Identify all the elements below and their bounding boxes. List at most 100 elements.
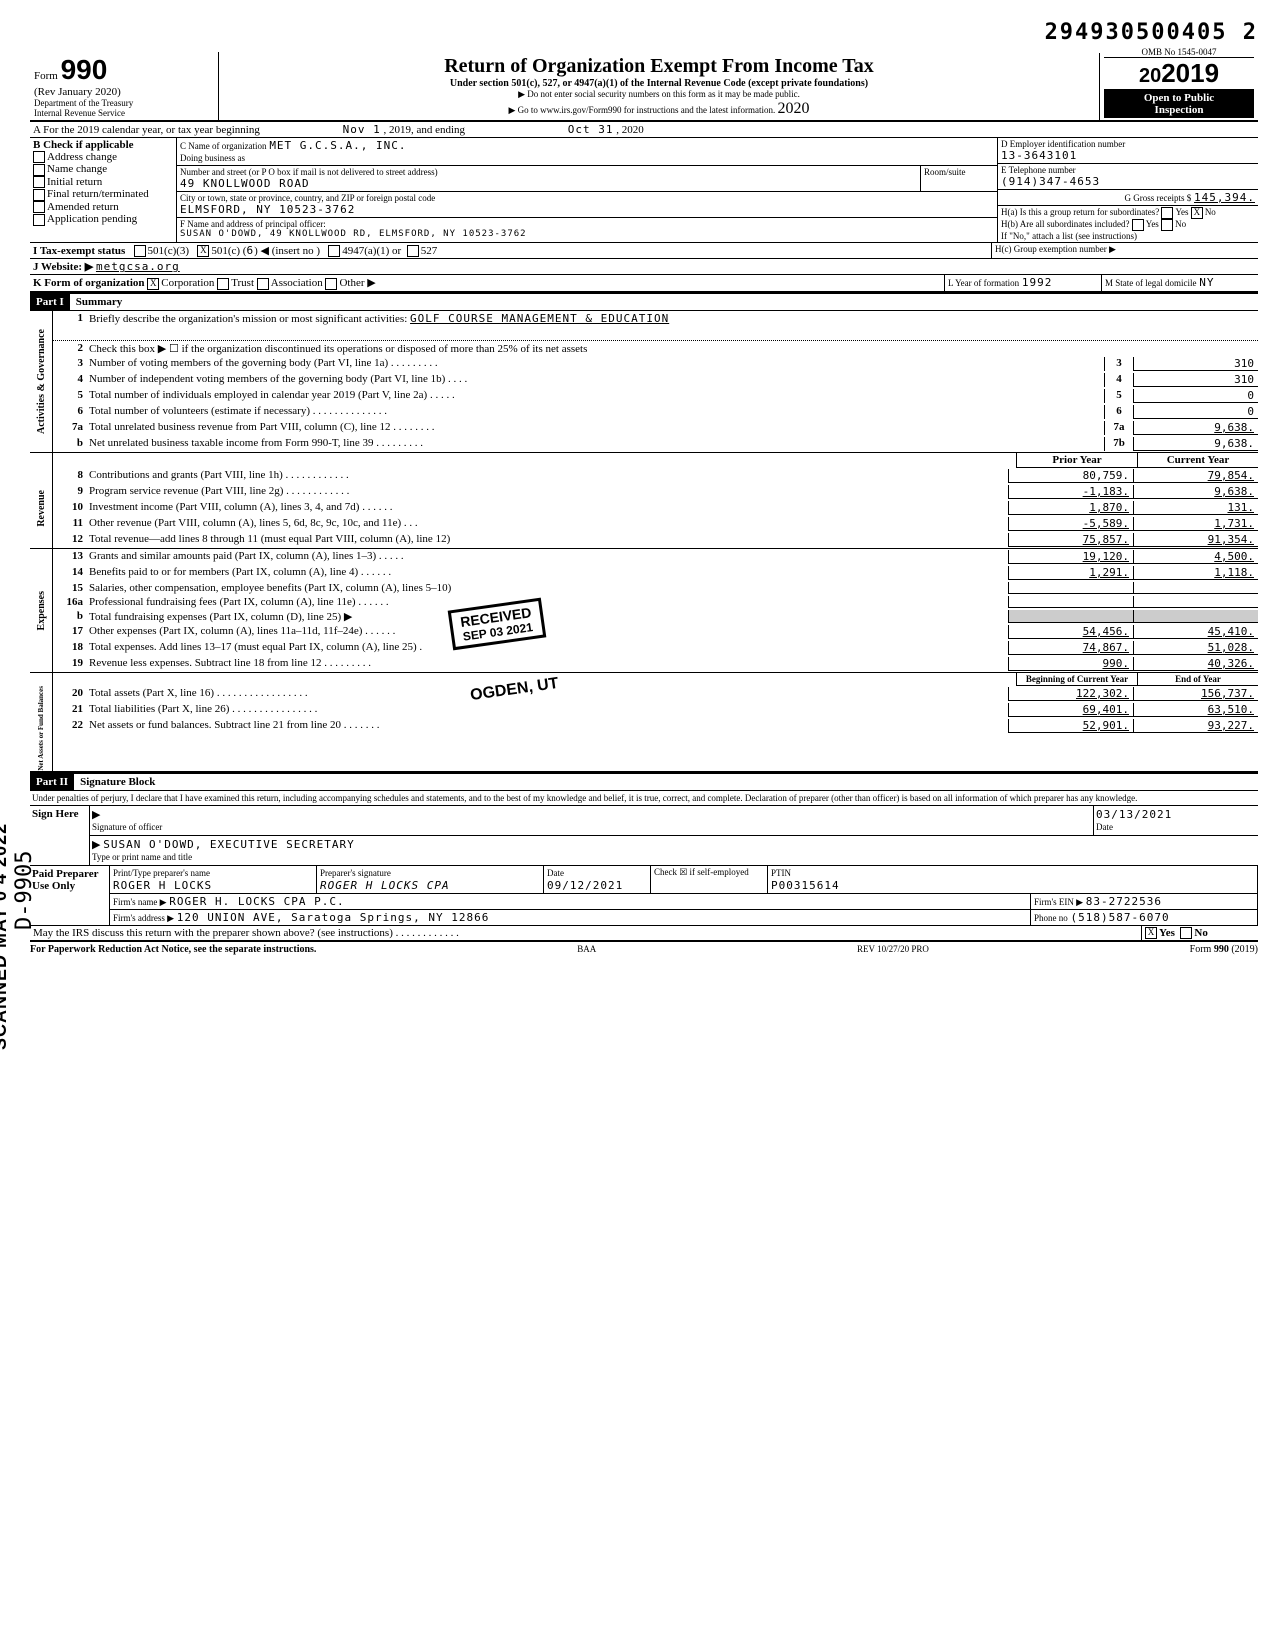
self-employed-check: Check ☒ if self-employed xyxy=(651,866,768,893)
l10-curr: 131. xyxy=(1133,501,1258,515)
l22-end: 93,227. xyxy=(1133,719,1258,733)
hb-label: H(b) Are all subordinates included? xyxy=(1001,219,1129,229)
line19-desc: Revenue less expenses. Subtract line 18 … xyxy=(89,657,1008,671)
line12-desc: Total revenue—add lines 8 through 11 (mu… xyxy=(89,533,1008,547)
city-state-zip: ELMSFORD, NY 10523-3762 xyxy=(180,203,994,216)
line-i: I Tax-exempt status 501(c)(3) X501(c) (6… xyxy=(30,243,1258,259)
city-label: City or town, state or province, country… xyxy=(180,193,994,203)
chk-final-return[interactable]: Final return/terminated xyxy=(33,188,173,200)
period-begin: Nov 1 xyxy=(343,123,381,136)
baa: BAA xyxy=(577,944,596,955)
l22-begin: 52,901. xyxy=(1008,719,1133,733)
chk-address-change[interactable]: Address change xyxy=(33,151,173,163)
box-b-header: B Check if applicable xyxy=(33,139,173,151)
form-sub3: ▶ Go to www.irs.gov/Form990 for instruct… xyxy=(508,105,775,115)
paid-preparer-label: Paid Preparer Use Only xyxy=(32,868,98,892)
l10-prior: 1,870. xyxy=(1008,501,1133,515)
l21-end: 63,510. xyxy=(1133,703,1258,717)
period-endyr: , 2020 xyxy=(616,124,644,136)
open-public-2: Inspection xyxy=(1155,104,1204,116)
gross-receipts-label: G Gross receipts $ xyxy=(1125,193,1192,203)
line17-desc: Other expenses (Part IX, column (A), lin… xyxy=(89,625,1008,639)
chk-initial-return[interactable]: Initial return xyxy=(33,176,173,188)
line6-val: 0 xyxy=(1134,405,1258,419)
preparer-sig-label: Preparer's signature xyxy=(320,868,391,878)
addr-label: Number and street (or P O box if mail is… xyxy=(180,167,917,177)
chk-amended[interactable]: Amended return xyxy=(33,201,173,213)
line7a-desc: Total unrelated business revenue from Pa… xyxy=(89,421,1104,435)
firm-ein-label: Firm's EIN ▶ xyxy=(1034,897,1083,907)
sign-here-label: Sign Here xyxy=(32,808,79,820)
prep-date-label: Date xyxy=(547,868,564,878)
501c3: 501(c)(3) xyxy=(148,245,190,257)
line21-desc: Total liabilities (Part X, line 26) . . … xyxy=(89,703,1008,717)
header-block: B Check if applicable Address change Nam… xyxy=(30,138,1258,243)
l11-prior: -5,589. xyxy=(1008,517,1133,531)
line18-desc: Total expenses. Add lines 13–17 (must eq… xyxy=(89,641,1008,655)
line7a-val: 9,638. xyxy=(1134,421,1258,435)
perjury-text: Under penalties of perjury, I declare th… xyxy=(30,791,1258,806)
firm-ein: 83-2722536 xyxy=(1086,895,1162,908)
part2-header: Part II Signature Block xyxy=(30,772,1258,791)
prior-year-hdr: Prior Year xyxy=(1016,453,1137,468)
form-header: Form 990 (Rev January 2020) Department o… xyxy=(30,45,1258,122)
irs-label: Internal Revenue Service xyxy=(34,108,214,118)
part2-title: Signature Block xyxy=(74,776,155,788)
ptin-label: PTIN xyxy=(771,868,791,878)
website-value: metgcsa.org xyxy=(96,260,180,273)
ha-label: H(a) Is this a group return for subordin… xyxy=(1001,207,1159,217)
l9-prior: -1,183. xyxy=(1008,485,1133,499)
line14-desc: Benefits paid to or for members (Part IX… xyxy=(89,566,1008,580)
l18-prior: 74,867. xyxy=(1008,641,1133,655)
handwritten-year: 2020 xyxy=(778,100,810,117)
l14-curr: 1,118. xyxy=(1133,566,1258,580)
l17-curr: 45,410. xyxy=(1133,625,1258,639)
mission-text: GOLF COURSE MANAGEMENT & EDUCATION xyxy=(410,312,669,325)
form-sub1: Under section 501(c), 527, or 4947(a)(1)… xyxy=(225,78,1093,89)
tax-year: 2019 xyxy=(1161,58,1219,88)
officer-name-addr: SUSAN O'DOWD, 49 KNOLLWOOD RD, ELMSFORD,… xyxy=(180,229,994,239)
period-end: Oct 31 xyxy=(568,123,614,136)
gov-vlabel: Activities & Governance xyxy=(36,329,47,434)
chk-pending[interactable]: Application pending xyxy=(33,213,173,225)
org-name-label: C Name of organization xyxy=(180,141,267,151)
end-year-hdr: End of Year xyxy=(1137,673,1258,686)
l19-prior: 990. xyxy=(1008,657,1133,671)
firm-name: ROGER H. LOCKS CPA P.C. xyxy=(169,895,344,908)
preparer-sig: ROGER H LOCKS CPA xyxy=(320,879,450,892)
discuss-question: May the IRS discuss this return with the… xyxy=(30,926,1142,940)
phone-label: E Telephone number xyxy=(1001,165,1255,175)
l19-curr: 40,326. xyxy=(1133,657,1258,671)
rev-date: REV 10/27/20 PRO xyxy=(857,944,929,955)
line8-desc: Contributions and grants (Part VIII, lin… xyxy=(89,469,1008,483)
name-title-label: Type or print name and title xyxy=(92,852,192,862)
line22-desc: Net assets or fund balances. Subtract li… xyxy=(89,719,1008,733)
room-label: Room/suite xyxy=(920,166,997,191)
line3-val: 310 xyxy=(1134,357,1258,371)
l8-curr: 79,854. xyxy=(1133,469,1258,483)
form-footer: Form 990 (2019) xyxy=(1190,944,1258,955)
l12-prior: 75,857. xyxy=(1008,533,1133,547)
501c-num: 6 xyxy=(246,244,254,257)
line4-val: 310 xyxy=(1134,373,1258,387)
chk-name-change[interactable]: Name change xyxy=(33,163,173,175)
ptin-value: P00315614 xyxy=(771,879,840,892)
gross-receipts-value: 145,394. xyxy=(1194,191,1255,204)
section-expenses: Expenses 13Grants and similar amounts pa… xyxy=(30,549,1258,673)
discuss-yes: Yes xyxy=(1159,927,1175,939)
paid-preparer-block: Paid Preparer Use Only Print/Type prepar… xyxy=(30,866,1258,926)
hb-note: If "No," attach a list (see instructions… xyxy=(1001,231,1137,241)
sig-date: 03/13/2021 xyxy=(1096,808,1172,821)
line16b-desc: Total fundraising expenses (Part IX, col… xyxy=(89,610,1008,623)
col-headers: Prior Year Current Year xyxy=(30,453,1258,468)
section-governance: Activities & Governance 1Briefly describ… xyxy=(30,311,1258,453)
l13-prior: 19,120. xyxy=(1008,550,1133,564)
prep-date: 09/12/2021 xyxy=(547,879,623,892)
l11-curr: 1,731. xyxy=(1133,517,1258,531)
part2-badge: Part II xyxy=(30,774,74,790)
dba-label: Doing business as xyxy=(180,153,245,163)
l13-curr: 4,500. xyxy=(1133,550,1258,564)
l18-curr: 51,028. xyxy=(1133,641,1258,655)
period-mid: , 2019, and ending xyxy=(383,124,465,136)
exp-vlabel: Expenses xyxy=(36,591,47,630)
